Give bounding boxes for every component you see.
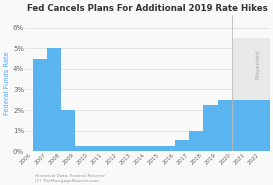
Y-axis label: Federal Funds Rate: Federal Funds Rate <box>4 51 10 115</box>
Text: Historical Data: Federal Reserve
(C) TheMortgageReports.com: Historical Data: Federal Reserve (C) The… <box>35 174 106 183</box>
Text: Projected: Projected <box>255 50 260 79</box>
Title: Fed Cancels Plans For Additional 2019 Rate Hikes: Fed Cancels Plans For Additional 2019 Ra… <box>27 4 268 13</box>
